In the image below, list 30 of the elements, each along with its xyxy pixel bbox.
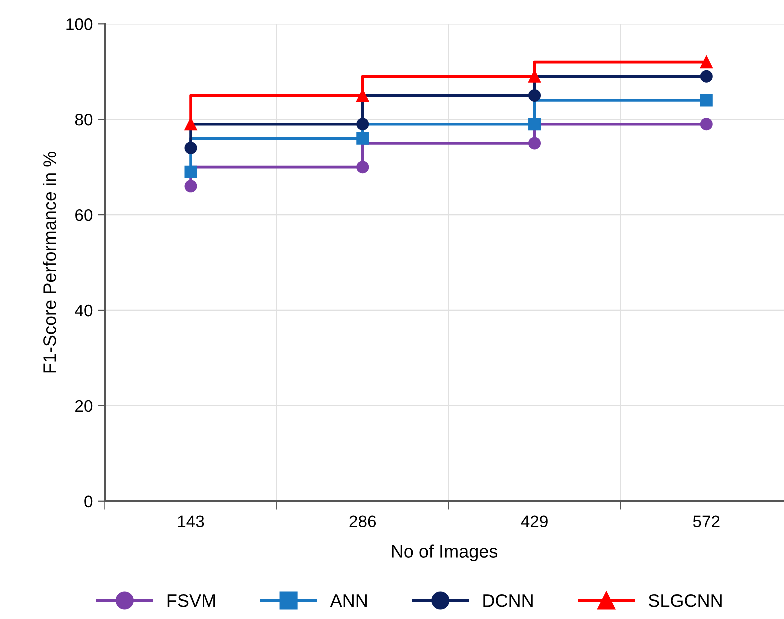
y-tick-label: 20 [76,400,93,412]
y-tick-label: 100 [66,18,93,30]
x-tick-label: 143 [178,516,204,528]
point [700,118,713,131]
point [356,118,370,131]
point [528,137,542,150]
point [184,142,198,154]
legend-label: DCNN [484,594,533,608]
point [184,166,198,178]
legend-label: SLGCNN [648,594,722,608]
point [700,70,713,83]
y-tick-label: 0 [84,496,93,508]
x-tick-label: 429 [521,516,548,528]
point [528,89,542,102]
point [184,180,198,193]
y-tick-label: 60 [76,209,93,222]
point [356,161,370,174]
y-axis-title: F1-Score Performance in % [43,152,56,373]
y-tick-label: 40 [75,304,93,317]
y-tick-label: 80 [75,114,93,126]
point [700,56,713,69]
point [528,118,542,131]
point [184,118,198,131]
x-tick-label: 572 [693,516,720,528]
point [356,132,370,145]
point [700,94,713,107]
x-tick-label: 286 [350,516,376,528]
legend-label: ANN [330,594,367,608]
x-axis-title: No of Images [392,544,498,562]
legend-label: FSVM [168,594,216,608]
